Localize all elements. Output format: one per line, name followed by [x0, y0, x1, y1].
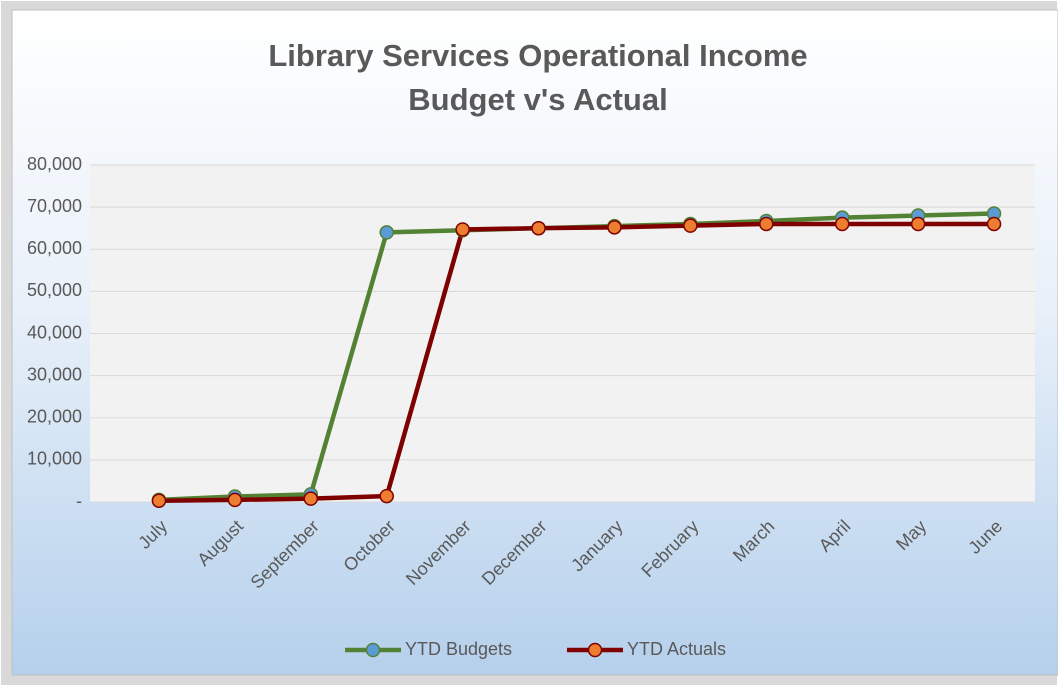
legend-label: YTD Budgets [405, 639, 512, 659]
point [227, 492, 243, 508]
legend-marker [365, 642, 381, 658]
point [379, 488, 394, 504]
chart-title: Library Services Operational Income [268, 38, 807, 73]
point [683, 218, 698, 233]
point [986, 216, 1002, 232]
y-tick-label: 30,000 [27, 364, 82, 384]
point [531, 220, 546, 236]
point [910, 216, 926, 232]
legend-label: YTD Actuals [627, 639, 726, 659]
y-tick-label: - [76, 491, 82, 511]
y-tick-label: 40,000 [27, 322, 82, 342]
point [455, 222, 470, 237]
y-tick-label: 80,000 [27, 154, 82, 174]
point [759, 216, 774, 232]
y-tick-label: 70,000 [27, 196, 82, 216]
series-line [158, 221, 995, 503]
point [607, 220, 622, 235]
chart-subtitle: Budget v's Actual [408, 82, 667, 117]
y-tick-label: 20,000 [27, 407, 82, 427]
point [303, 491, 319, 506]
y-tick-label: 50,000 [27, 280, 82, 300]
point [834, 216, 850, 232]
point [151, 493, 167, 508]
y-tick-label: 10,000 [27, 449, 82, 469]
legend-marker [587, 642, 603, 658]
point [379, 225, 394, 240]
y-tick-label: 60,000 [27, 238, 82, 258]
